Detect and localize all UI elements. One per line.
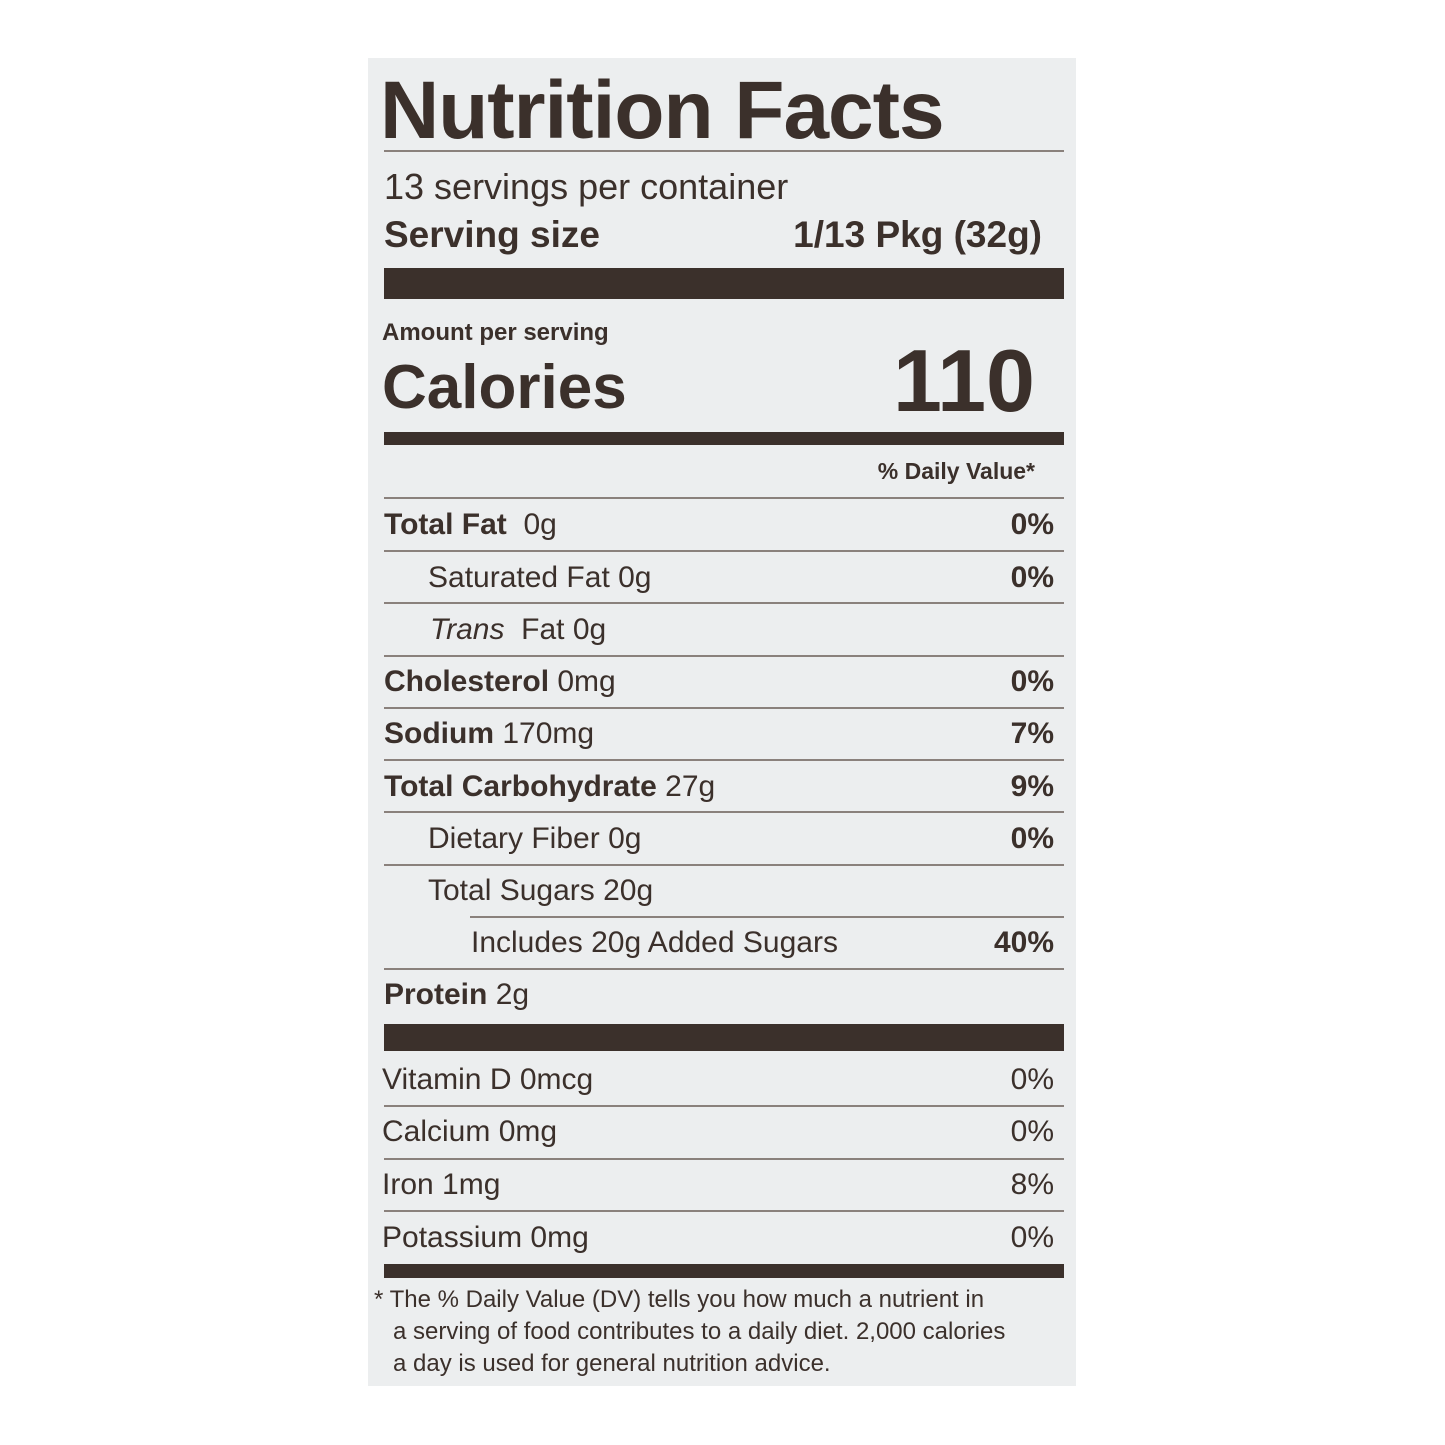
vitamin-row-iron: Iron 1mg 8% [382,1165,1054,1205]
nutrient-amount: 2g [495,978,530,1011]
nutrient-row-saturated-fat: Saturated Fat 0g 0% [384,558,1054,598]
nutrient-amount: 0g [618,561,652,594]
nutrient-dv: 0% [1010,822,1054,855]
serving-size-value: 1/13 Pkg (32g) [793,214,1042,255]
nutrient-dv: 0% [1010,508,1054,541]
nutrient-name: Total Fat [384,508,507,541]
divider [384,811,1064,813]
nutrient-row-total-carbohydrate: Total Carbohydrate 27g 9% [384,767,1054,807]
vitamin-dv: 0% [1010,1063,1054,1096]
nutrient-row-cholesterol: Cholesterol 0mg 0% [384,662,1054,702]
nutrient-row-trans-fat: Trans Fat 0g [384,610,1054,650]
nutrient-name: Cholesterol [384,665,550,698]
daily-value-header: % Daily Value* [877,458,1035,484]
nutrient-dv: 9% [1010,770,1054,803]
nutrient-amount: 170mg [502,717,595,750]
amount-per-serving: Amount per serving [382,319,609,346]
footnote-line-1: * The % Daily Value (DV) tells you how m… [374,1286,985,1313]
vitamin-dv: 0% [1010,1115,1054,1148]
divider [384,1105,1064,1107]
footnote-line-3: a day is used for general nutrition advi… [393,1350,831,1377]
divider [384,655,1064,657]
label-title: Nutrition Facts [380,65,945,156]
nutrient-name: Protein [384,978,488,1011]
nutrient-amount: 0g [608,822,642,855]
divider [384,150,1064,152]
nutrient-dv: 0% [1010,561,1054,594]
divider [384,550,1064,552]
nutrient-amount: 27g [665,770,716,803]
nutrient-dv: 0% [1010,665,1054,698]
vitamin-name: Iron 1mg [382,1168,501,1201]
divider [470,916,1064,918]
calories-label: Calories [382,353,627,422]
servings-per-container: 13 servings per container [384,166,789,207]
serving-size-label: Serving size [384,214,600,255]
footnote-line-2: a serving of food contributes to a daily… [393,1318,1006,1345]
medium-divider [384,432,1064,445]
vitamin-name: Calcium 0mg [382,1115,558,1148]
thick-divider [384,268,1064,299]
nutrient-row-dietary-fiber: Dietary Fiber 0g 0% [384,819,1054,859]
nutrient-name: Dietary Fiber [428,822,600,855]
nutrient-amount: 0mg [557,665,616,698]
nutrient-row-total-sugars: Total Sugars 20g [384,871,1054,911]
divider [384,864,1064,866]
vitamin-name: Potassium 0mg [382,1221,589,1254]
nutrient-name: Total Sugars [428,874,595,907]
divider [384,1210,1064,1212]
divider [384,707,1064,709]
nutrient-amount: Fat 0g [521,613,607,646]
nutrient-amount: 20g [603,874,654,907]
vitamin-name: Vitamin D 0mcg [382,1063,594,1096]
nutrient-dv: 40% [993,926,1054,959]
medium-divider [384,1264,1064,1278]
divider [384,759,1064,761]
nutrient-row-sodium: Sodium 170mg 7% [384,714,1054,754]
nutrient-name: Saturated Fat [428,561,610,594]
nutrient-name: Includes 20g Added Sugars [471,926,838,959]
nutrient-name: Total Carbohydrate [384,770,657,803]
nutrient-row-protein: Protein 2g [384,975,1054,1015]
nutrient-name: Trans [430,613,505,646]
calories-value: 110 [893,331,1035,430]
vitamin-row-vitamin-d: Vitamin D 0mcg 0% [382,1060,1054,1100]
nutrient-row-added-sugars: Includes 20g Added Sugars 40% [384,923,1054,963]
nutrient-row-total-fat: Total Fat 0g 0% [384,505,1054,545]
nutrient-dv: 7% [1010,717,1054,750]
divider [384,1158,1064,1160]
vitamin-dv: 0% [1010,1221,1054,1254]
vitamin-dv: 8% [1010,1168,1054,1201]
nutrient-amount: 0g [523,508,557,541]
divider [384,968,1064,970]
thick-divider [384,1024,1064,1051]
divider [384,602,1064,604]
nutrient-name: Sodium [384,717,494,750]
divider [384,497,1064,499]
vitamin-row-potassium: Potassium 0mg 0% [382,1218,1054,1258]
vitamin-row-calcium: Calcium 0mg 0% [382,1112,1054,1152]
